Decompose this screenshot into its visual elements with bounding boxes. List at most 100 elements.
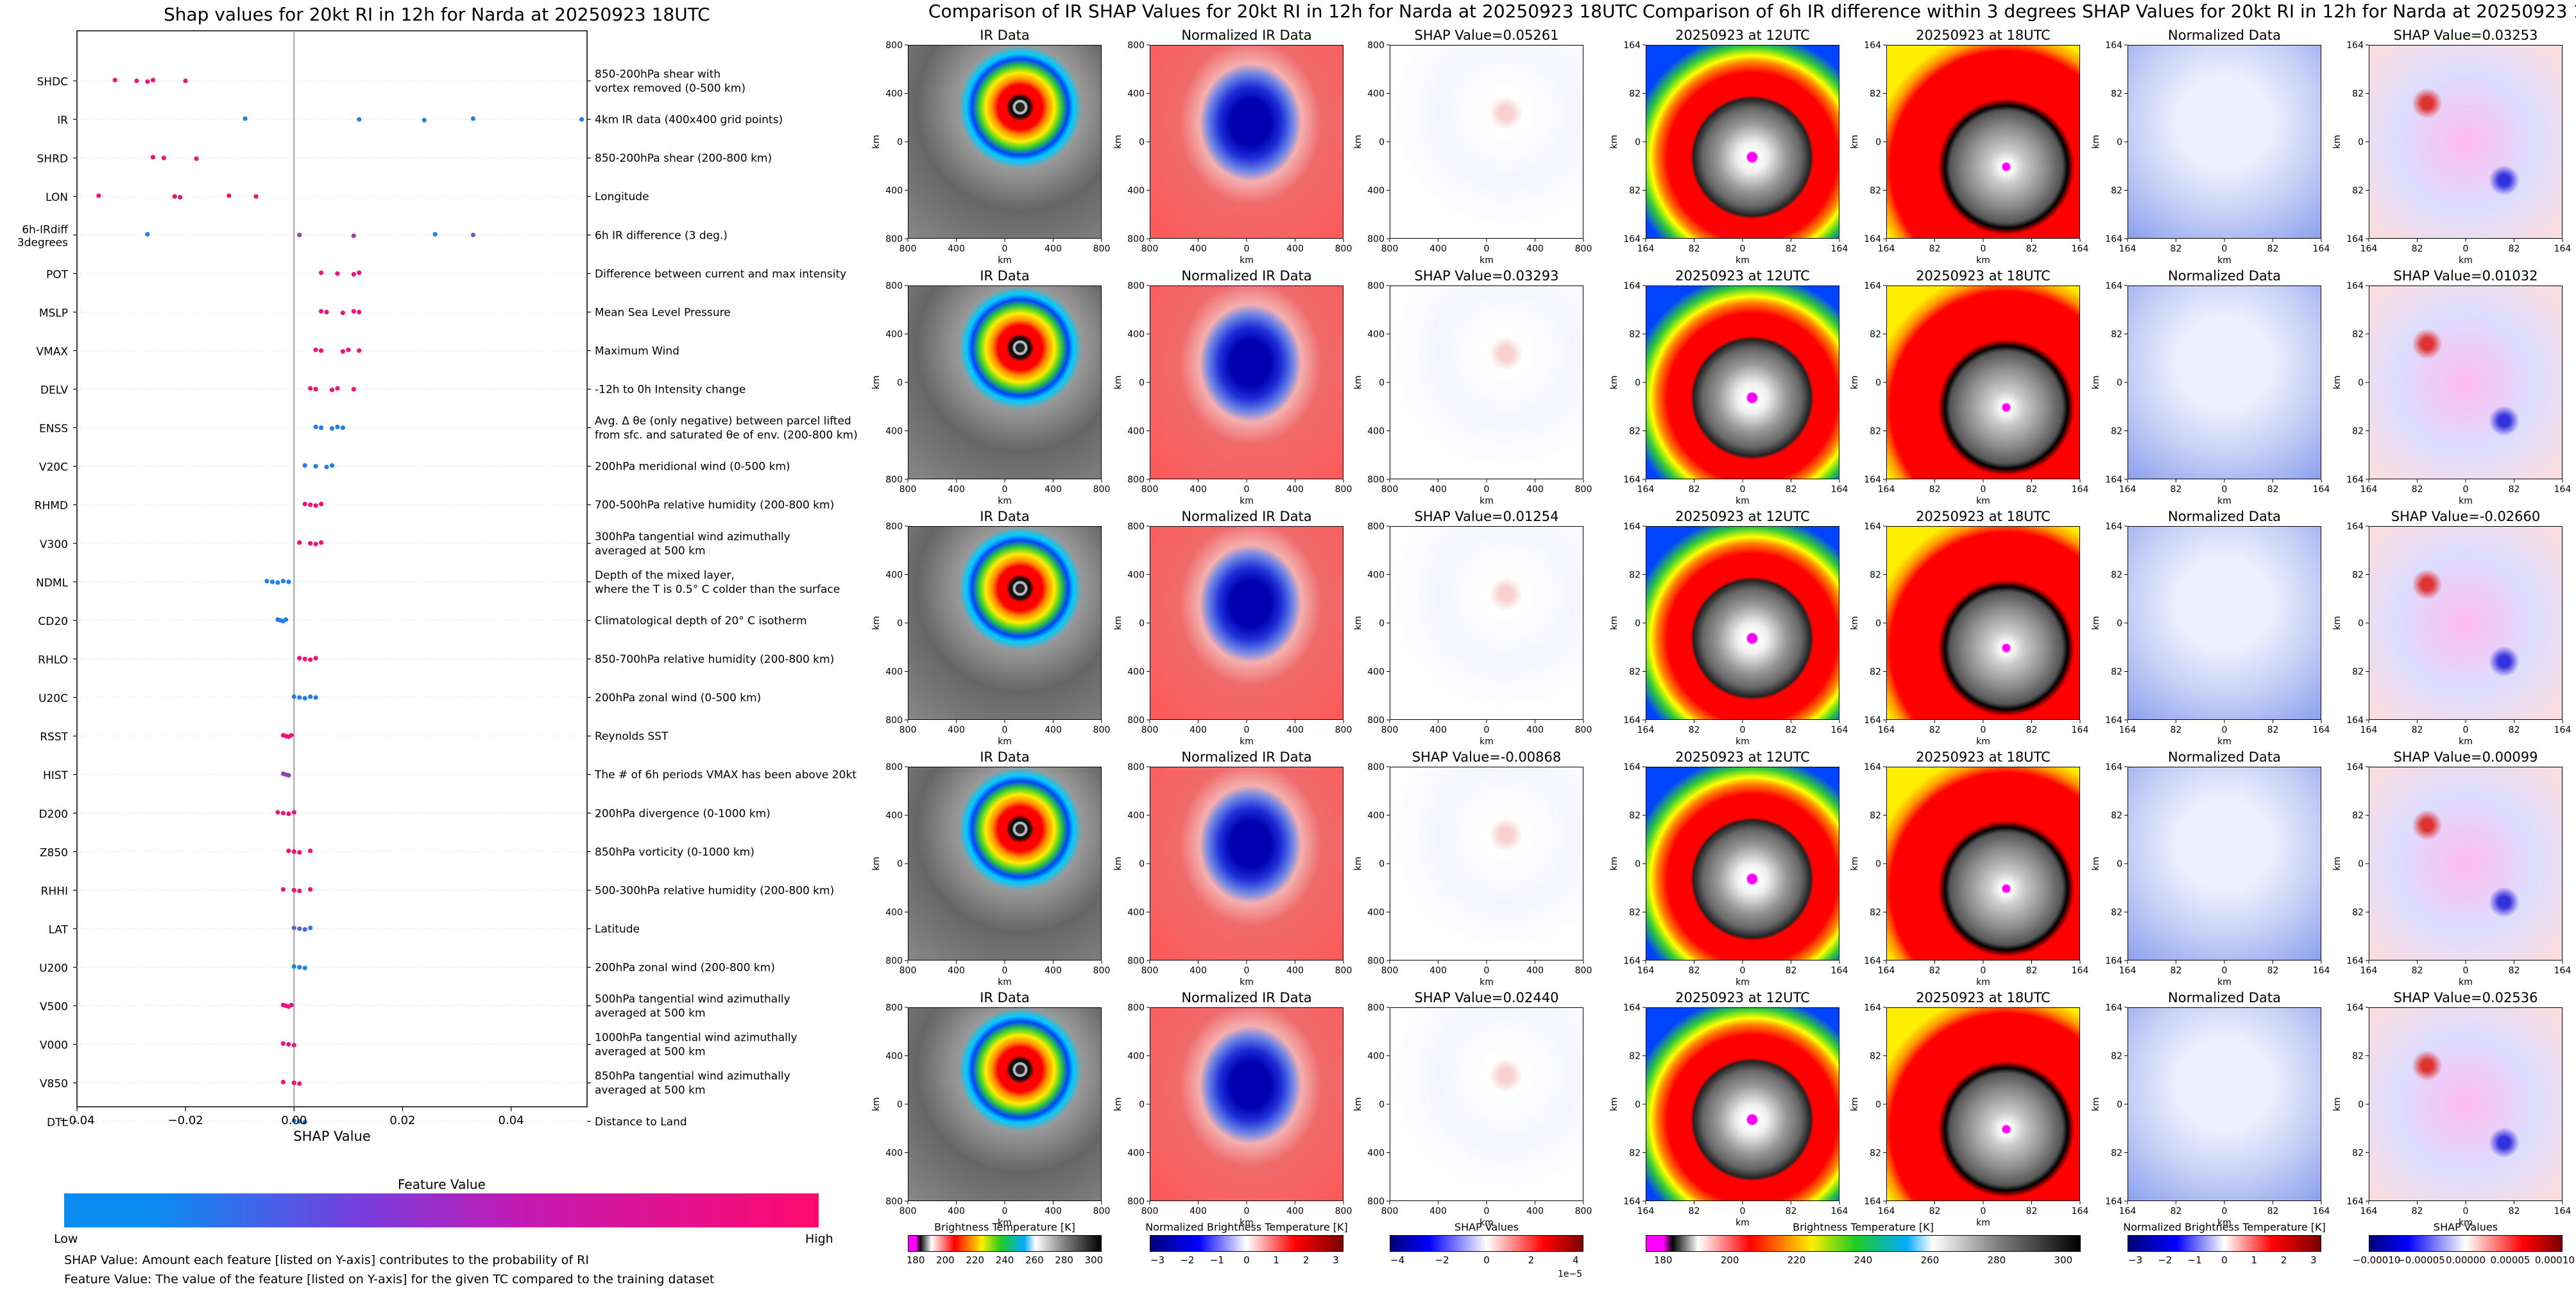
y-tick-label: 0: [897, 1100, 903, 1110]
x-tick-label: 164: [2360, 725, 2378, 735]
y-tick-label: 164: [2346, 475, 2364, 485]
shap-point: [313, 695, 318, 700]
diff-shap-panel: [2369, 526, 2563, 720]
x-tick-label: −0.04: [59, 1114, 94, 1127]
y-tick-label: 164: [2105, 1003, 2122, 1013]
shap-point: [297, 964, 302, 970]
y-tick-label: 400: [885, 89, 903, 99]
y-tick-label: 400: [1367, 667, 1385, 678]
y-tick-label: 164: [2105, 715, 2122, 726]
shap-point: [329, 426, 335, 431]
ir-data-panel: [908, 526, 1102, 720]
colorbar-label: SHAP Values: [2433, 1221, 2498, 1233]
colorbar-tick-label: 0: [2221, 1254, 2228, 1266]
x-tick-label: 800: [1575, 966, 1592, 976]
y-tick-label: 82: [2111, 427, 2122, 437]
shap-point: [308, 386, 313, 391]
colorbar-tick-label: 2: [1302, 1254, 1309, 1266]
shap-point: [302, 696, 307, 701]
x-tick-label: 800: [1141, 1206, 1159, 1216]
x-tick-label: 82: [2267, 1206, 2279, 1216]
y-tick-label: 400: [1367, 1052, 1385, 1062]
shap-point: [183, 78, 188, 83]
shap-point: [297, 232, 302, 237]
y-tick-label: 400: [1367, 908, 1385, 918]
y-tick-label: 164: [2346, 1197, 2364, 1207]
feature-description: 6h IR difference (3 deg.): [595, 229, 728, 242]
panel-title: 20250923 at 18UTC: [1916, 28, 2051, 43]
y-tick-label: 82: [1629, 186, 1641, 196]
y-tick-label: 800: [885, 40, 903, 51]
x-tick-label: 164: [2554, 244, 2572, 254]
shap-point: [161, 155, 166, 160]
x-tick-label: 0: [1244, 484, 1250, 495]
x-tick-label: 400: [1429, 244, 1447, 254]
x-tick-label: 0: [2222, 484, 2228, 495]
panel-title: Normalized IR Data: [1181, 749, 1312, 765]
colorbar-label: Brightness Temperature [K]: [1793, 1221, 1934, 1233]
x-tick-label: 400: [948, 966, 965, 976]
y-tick-label: 0: [1635, 619, 1641, 629]
y-tick-label: 164: [1623, 40, 1641, 51]
x-tick-label: 0: [1484, 1206, 1490, 1216]
ir-brightness-colorbar: [908, 1235, 1102, 1252]
colorbar-tick-label: 260: [1025, 1254, 1044, 1266]
feature-description: 850hPa tangential wind azimuthally: [595, 1070, 790, 1083]
x-tick-label: 164: [2119, 244, 2137, 254]
y-tick-label: 82: [2111, 330, 2122, 340]
colorbar-tick-label: −1: [2187, 1254, 2202, 1266]
shap-point: [302, 463, 307, 468]
feature-description: 200hPa zonal wind (0-500 km): [595, 692, 761, 704]
y-tick-label: 0: [2117, 137, 2122, 148]
x-tick-label: 400: [948, 1206, 965, 1216]
x-tick-label: 400: [1429, 725, 1447, 735]
feature-row-v20c: V20C 200hPa meridional wind (0-500 km): [39, 461, 790, 474]
shap-point: [297, 656, 302, 661]
x-axis-label: km: [1240, 255, 1254, 266]
panel-title: Normalized Data: [2168, 268, 2281, 284]
colorbar-tick-label: 180: [1653, 1254, 1673, 1266]
colorbar-tick-label: −2: [2158, 1254, 2172, 1266]
x-tick-label: 82: [2412, 244, 2423, 254]
feature-label: V20C: [39, 461, 68, 474]
y-tick-label: 164: [2346, 40, 2364, 51]
shap-point: [253, 194, 259, 199]
x-axis-label: km: [1736, 255, 1750, 266]
x-tick-label: 0.04: [499, 1114, 524, 1127]
colorbar-tick-label: 3: [1333, 1254, 1339, 1266]
shap-point: [302, 1120, 307, 1125]
y-axis-label: km: [2332, 135, 2342, 149]
x-axis-label: km: [1976, 496, 1990, 506]
x-tick-label: 0: [1981, 1206, 1986, 1216]
x-axis-label: km: [2217, 977, 2231, 987]
x-axis-label: km: [2459, 255, 2473, 266]
x-tick-label: 82: [1689, 484, 1700, 495]
y-tick-label: 800: [1367, 715, 1385, 726]
x-tick-label: 164: [2119, 725, 2137, 735]
x-tick-label: 164: [2072, 966, 2089, 976]
y-tick-label: 164: [1864, 40, 1881, 51]
panel-title: SHAP Value=-0.00868: [1412, 749, 1562, 765]
feature-row-rhlo: RHLO 850-700hPa relative humidity (200-80…: [38, 653, 834, 667]
feature-row-rsst: RSST Reynolds SST: [40, 730, 669, 744]
x-tick-label: 400: [1526, 244, 1544, 254]
colorbar-tick-label: −4: [1390, 1254, 1405, 1266]
shap-point: [313, 464, 318, 469]
shap-point: [150, 78, 156, 83]
colorbar-tick-label: −0.00005: [2397, 1254, 2445, 1266]
ir-18utc-panel: [1886, 1007, 2080, 1201]
shap-point: [297, 1119, 302, 1124]
y-tick-label: 400: [1367, 570, 1385, 581]
x-tick-label: 0: [1740, 725, 1746, 735]
x-axis-label: km: [1240, 496, 1254, 506]
x-tick-label: 164: [2554, 725, 2572, 735]
ir-12utc-panel: [1646, 286, 1839, 479]
